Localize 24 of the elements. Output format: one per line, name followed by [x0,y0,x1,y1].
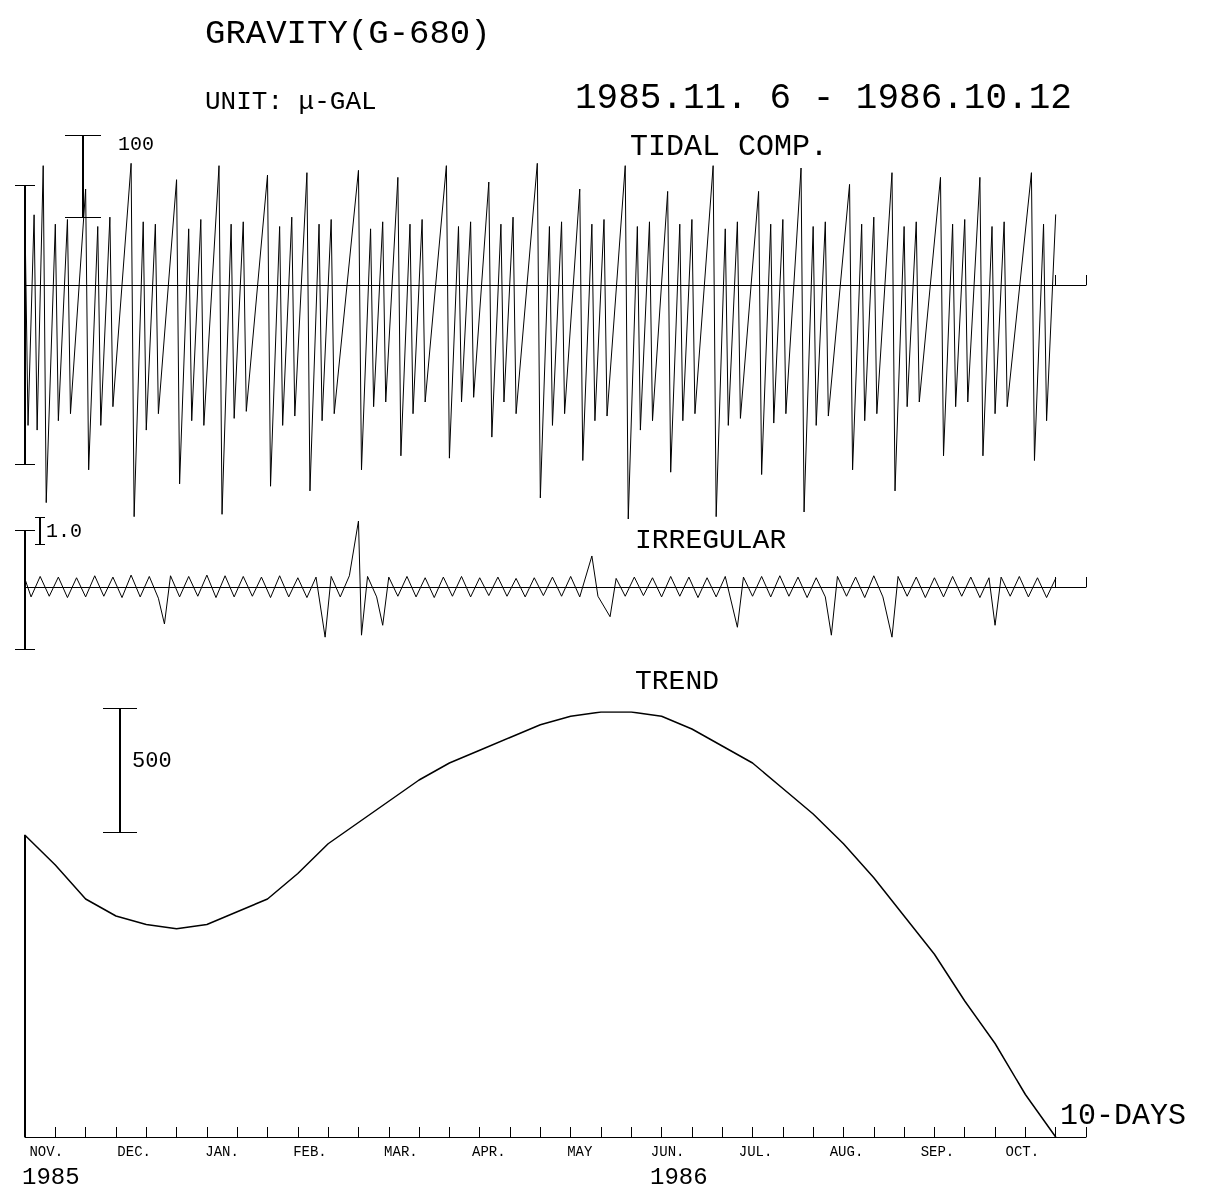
text: 1985.11. 6 - 1986.10.12 [575,77,1072,119]
text: 100 [118,132,155,156]
x-tick-label: JUN. [650,1144,685,1160]
x-tick-label: JUL. [738,1144,773,1160]
x-tick-label: APR. [472,1144,506,1160]
text: 1986 [650,1163,708,1191]
chart-title: IRREGULAR [635,524,787,556]
x-tick-label: DEC. [117,1144,151,1160]
x-tick-label: SEP. [920,1144,955,1160]
x-axis-title: 10-DAYS [1060,1099,1187,1133]
annotation: TIDAL COMP. [630,130,829,164]
annotation: 500 [132,748,172,774]
chart-title: GRAVITY(G-680) [205,15,491,53]
x-tick-label: OCT. [1005,1144,1040,1160]
x-tick-label: NOV. [29,1144,64,1160]
chart-subtitle: UNIT: μ-GAL [205,87,377,117]
x-tick-label: JAN. [205,1144,239,1160]
annotation: 1.0 [46,519,83,543]
chart-title: TREND [635,665,720,697]
x-tick-label: AUG. [829,1144,864,1160]
x-tick-label: MAR. [384,1144,418,1160]
text: 1985 [22,1163,80,1191]
x-tick-label: FEB. [293,1144,327,1160]
x-tick-label: MAY [567,1144,593,1160]
